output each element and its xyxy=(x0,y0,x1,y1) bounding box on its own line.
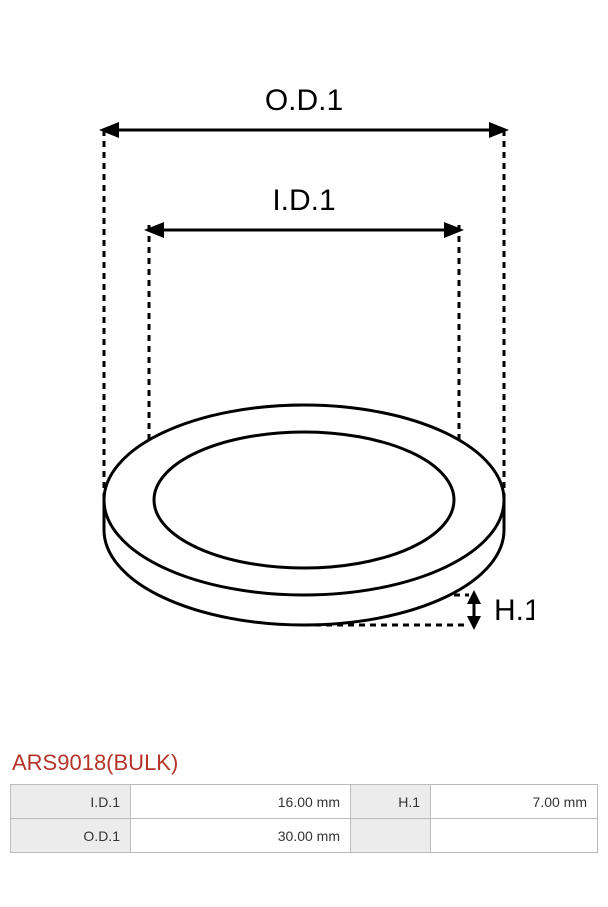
table-row: O.D.1 30.00 mm xyxy=(11,819,598,853)
spec-label-od: O.D.1 xyxy=(11,819,131,853)
spec-label-empty xyxy=(351,819,431,853)
spec-value-h: 7.00 mm xyxy=(431,785,598,819)
spec-value-od: 30.00 mm xyxy=(131,819,351,853)
id-arrow-left-icon xyxy=(144,222,164,238)
spec-table: I.D.1 16.00 mm H.1 7.00 mm O.D.1 30.00 m… xyxy=(10,784,598,853)
spec-value-empty xyxy=(431,819,598,853)
table-row: I.D.1 16.00 mm H.1 7.00 mm xyxy=(11,785,598,819)
h-arrow-up-icon xyxy=(467,590,481,604)
h-arrow-down-icon xyxy=(467,616,481,630)
diagram-container: O.D.1 I.D.1 xyxy=(10,70,598,710)
od-arrow-left-icon xyxy=(99,122,119,138)
od-label: O.D.1 xyxy=(265,84,343,117)
spec-label-id: I.D.1 xyxy=(11,785,131,819)
h-label: H.1 xyxy=(494,594,534,627)
spec-value-id: 16.00 mm xyxy=(131,785,351,819)
ring-dimension-diagram: O.D.1 I.D.1 xyxy=(74,70,534,710)
od-arrow-right-icon xyxy=(489,122,509,138)
ring-top-inner xyxy=(154,432,454,568)
part-number-title: ARS9018(BULK) xyxy=(12,750,598,776)
spec-label-h: H.1 xyxy=(351,785,431,819)
id-label: I.D.1 xyxy=(272,184,335,217)
id-arrow-right-icon xyxy=(444,222,464,238)
